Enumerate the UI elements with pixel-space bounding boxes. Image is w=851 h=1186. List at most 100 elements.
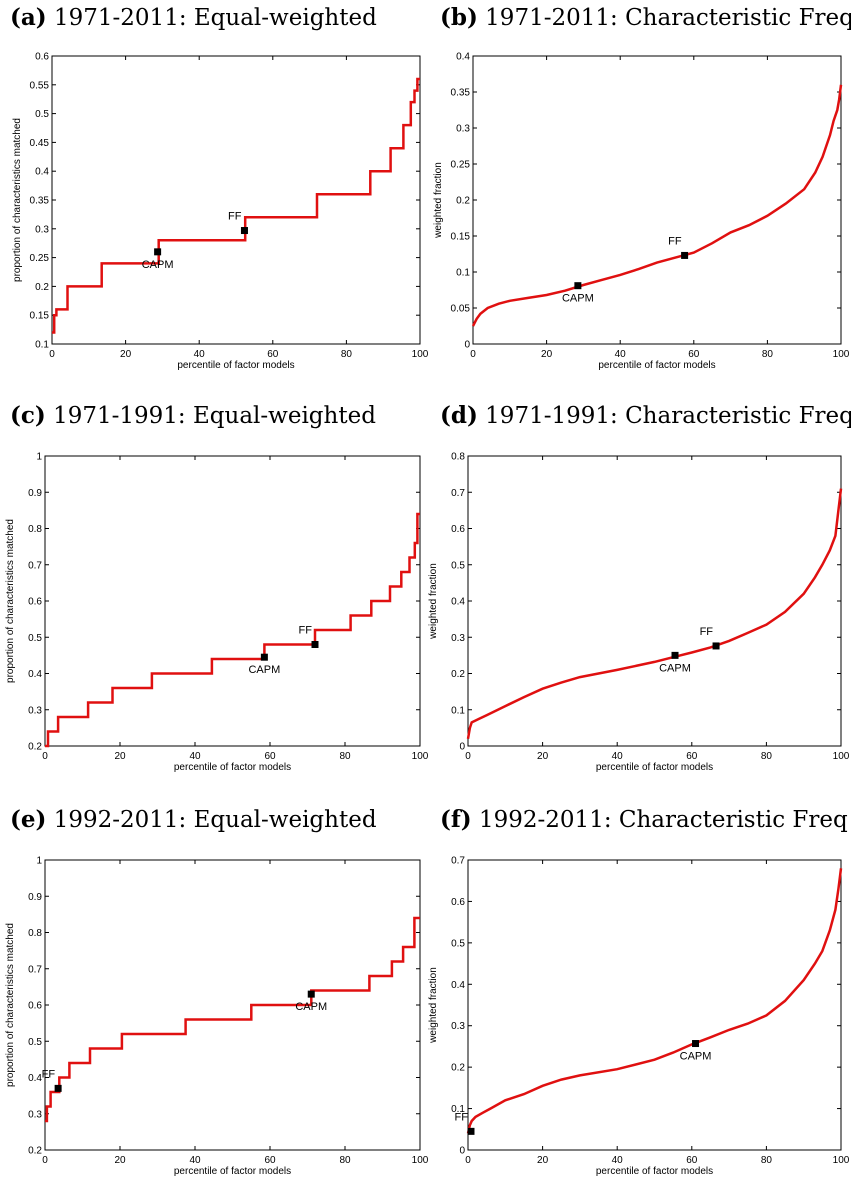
y-tick-label: 0.7: [28, 560, 42, 571]
y-tick-label: 0.05: [451, 304, 471, 315]
series-line: [52, 77, 420, 334]
x-tick-label: 0: [42, 751, 48, 762]
y-tick-label: 0.6: [451, 524, 465, 535]
y-tick-label: 0: [464, 340, 470, 351]
y-tick-label: 1: [36, 452, 42, 463]
y-tick-label: 1: [36, 856, 42, 867]
series-line: [466, 488, 843, 740]
marker-label-ff: FF: [455, 1111, 469, 1123]
x-tick-label: 40: [612, 751, 624, 762]
x-tick-label: 80: [762, 349, 774, 360]
marker-label-ff: FF: [228, 211, 242, 223]
y-tick-label: 0.1: [456, 268, 470, 279]
x-tick-label: 100: [412, 1155, 429, 1166]
y-tick-label: 0.4: [28, 1073, 42, 1084]
marker-ff: [467, 1127, 475, 1135]
x-axis-label: percentile of factor models: [174, 1166, 291, 1177]
marker-ff: [311, 641, 319, 648]
marker-capm: [574, 282, 582, 290]
panel-title-text: 1971-1991: Characteristic Freq: [485, 403, 851, 429]
x-tick-label: 60: [688, 349, 700, 360]
y-tick-label: 0.8: [451, 452, 465, 463]
marker-label-ff: FF: [668, 235, 682, 247]
x-tick-label: 100: [412, 751, 429, 762]
marker-capm: [671, 651, 679, 659]
y-tick-label: 0.2: [28, 742, 42, 753]
panel-title-text: 1971-2011: Characteristic Freq: [485, 5, 851, 31]
panel-title-c: (c) 1971-1991: Equal-weighted: [10, 402, 376, 429]
panel-title-d: (d) 1971-1991: Characteristic Freq: [440, 402, 851, 429]
y-tick-label: 0.35: [30, 196, 50, 207]
y-tick-label: 0.2: [28, 1146, 42, 1157]
plot-frame: [44, 859, 421, 1151]
x-tick-label: 100: [833, 349, 850, 360]
y-tick-label: 0.3: [28, 1109, 42, 1120]
marker-label-ff: FF: [299, 625, 313, 637]
y-tick-label: 0.4: [35, 167, 49, 178]
x-tick-label: 0: [465, 1155, 471, 1166]
panel-title-f: (f) 1992-2011: Characteristic Freq: [440, 806, 848, 833]
y-tick-label: 0.4: [456, 52, 470, 63]
plot-frame: [467, 859, 842, 1151]
x-tick-label: 100: [833, 1155, 850, 1166]
marker-label-ff: FF: [42, 1068, 56, 1080]
panel-title-e: (e) 1992-2011: Equal-weighted: [10, 806, 377, 833]
x-tick-label: 20: [120, 349, 132, 360]
x-tick-label: 0: [49, 349, 55, 360]
marker-capm: [692, 1040, 700, 1048]
panel-letter: (d): [440, 402, 478, 429]
x-tick-label: 100: [412, 349, 429, 360]
marker-label-capm: CAPM: [248, 664, 280, 676]
x-tick-label: 60: [264, 751, 276, 762]
y-tick-label: 0.3: [451, 633, 465, 644]
marker-capm: [154, 248, 162, 256]
y-tick-label: 0.6: [28, 1001, 42, 1012]
x-tick-label: 60: [267, 349, 279, 360]
x-tick-label: 40: [612, 1155, 624, 1166]
x-axis-label: percentile of factor models: [177, 360, 294, 371]
x-tick-label: 60: [686, 1155, 698, 1166]
panel-title-text: 1971-2011: Equal-weighted: [53, 5, 377, 31]
x-tick-label: 80: [339, 751, 351, 762]
y-tick-label: 0.7: [28, 964, 42, 975]
y-axis-label: proportion of characteristics matched: [5, 519, 16, 683]
plot-frame: [51, 55, 421, 345]
y-axis-label: proportion of characteristics matched: [12, 118, 23, 282]
y-tick-label: 0.9: [28, 488, 42, 499]
y-tick-label: 0.25: [30, 253, 50, 264]
y-tick-label: 0.1: [451, 1104, 465, 1115]
series-line: [471, 84, 843, 327]
y-tick-label: 0.6: [35, 52, 49, 63]
y-tick-label: 0.4: [28, 669, 42, 680]
y-tick-label: 0.3: [451, 1021, 465, 1032]
x-tick-label: 60: [686, 751, 698, 762]
marker-ff: [240, 227, 248, 235]
y-tick-label: 0.55: [30, 80, 50, 91]
y-tick-label: 0.2: [451, 1063, 465, 1074]
y-tick-label: 0.4: [451, 980, 465, 991]
plot-frame: [467, 455, 842, 747]
y-tick-label: 0.4: [451, 597, 465, 608]
series-line: [45, 512, 420, 748]
panel-letter: (c): [10, 402, 46, 429]
y-tick-label: 0.3: [28, 705, 42, 716]
y-tick-label: 0.15: [30, 311, 50, 322]
y-tick-label: 0.5: [451, 560, 465, 571]
y-tick-label: 0.3: [456, 124, 470, 135]
x-tick-label: 80: [341, 349, 353, 360]
y-tick-label: 0.1: [35, 340, 49, 351]
x-tick-label: 0: [470, 349, 476, 360]
y-tick-label: 0.6: [451, 897, 465, 908]
panel-letter: (b): [440, 4, 478, 31]
y-tick-label: 0.3: [35, 224, 49, 235]
x-axis-label: percentile of factor models: [174, 762, 291, 773]
panel-letter: (e): [10, 806, 47, 833]
marker-ff: [712, 642, 720, 650]
y-tick-label: 0.7: [451, 488, 465, 499]
panel-letter: (f): [440, 806, 472, 833]
y-axis-label: weighted fraction: [428, 967, 439, 1044]
x-axis-label: percentile of factor models: [596, 1166, 713, 1177]
marker-label-ff: FF: [700, 626, 714, 638]
y-tick-label: 0.2: [456, 196, 470, 207]
